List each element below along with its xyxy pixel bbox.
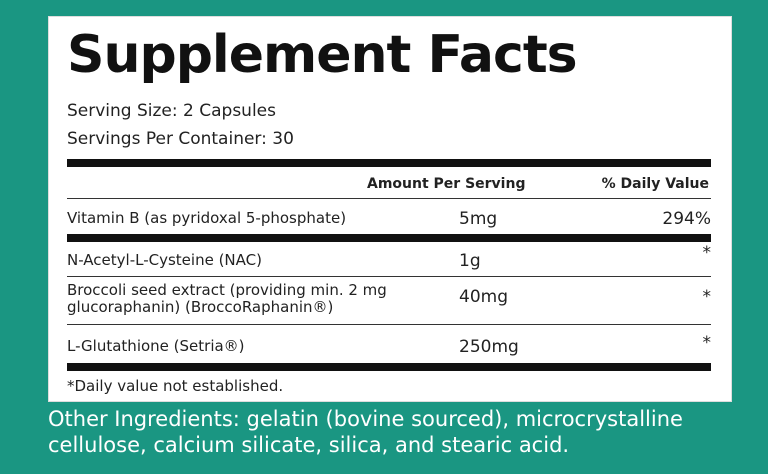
serving-size: Serving Size: 2 Capsules xyxy=(67,101,276,121)
rule xyxy=(67,198,711,199)
amount: 1g xyxy=(459,251,481,271)
facts-panel: Supplement Facts Serving Size: 2 Capsule… xyxy=(48,16,732,402)
column-header: Amount Per Serving xyxy=(367,176,526,192)
row: N-Acetyl-L-Cysteine (NAC) 1g * xyxy=(67,243,711,271)
ingredient: Broccoli seed extract (providing min. 2 … xyxy=(67,281,387,316)
footnote: *Daily value not established. xyxy=(67,377,284,395)
rule xyxy=(67,276,711,277)
ingredient: L-Glutathione (Setria®) xyxy=(67,337,245,355)
amount: 40mg xyxy=(459,287,508,307)
row: Broccoli seed extract (providing min. 2 … xyxy=(67,282,447,316)
thick-rule xyxy=(67,234,711,242)
row: L-Glutathione (Setria®) 250mg * xyxy=(67,333,711,357)
ingredient: N-Acetyl-L-Cysteine (NAC) xyxy=(67,251,262,269)
thick-rule xyxy=(67,363,711,371)
amount: 250mg xyxy=(459,337,519,357)
servings-per-container: Servings Per Container: 30 xyxy=(67,129,294,149)
daily-value: * xyxy=(702,333,712,353)
title: Supplement Facts xyxy=(67,25,578,85)
other-ingredients: Other Ingredients: gelatin (bovine sourc… xyxy=(48,407,683,457)
amount: 5mg xyxy=(459,209,498,229)
ingredient: Vitamin B (as pyridoxal 5-phosphate) xyxy=(67,209,347,227)
rule xyxy=(67,324,711,325)
column-header: % Daily Value xyxy=(601,176,709,192)
daily-value: 294% xyxy=(662,209,711,229)
thick-rule xyxy=(67,159,711,167)
daily-value: * xyxy=(702,287,712,307)
daily-value: * xyxy=(702,243,712,263)
row: Vitamin B (as pyridoxal 5-phosphate) 5mg 2… xyxy=(67,209,711,229)
